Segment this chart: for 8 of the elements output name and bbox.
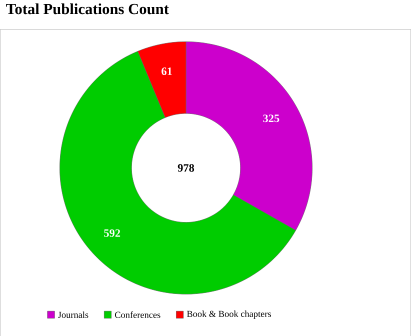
- legend-label: Conferences: [115, 311, 160, 318]
- legend-label: Journals: [58, 311, 88, 318]
- data-label: 325: [263, 114, 280, 122]
- data-label: 61: [162, 67, 172, 75]
- text: 978: [178, 164, 194, 172]
- chart-title: Total Publications Count: [6, 3, 169, 14]
- legend-label: Book & Book chapters: [186, 310, 271, 319]
- data-label: 592: [104, 229, 120, 237]
